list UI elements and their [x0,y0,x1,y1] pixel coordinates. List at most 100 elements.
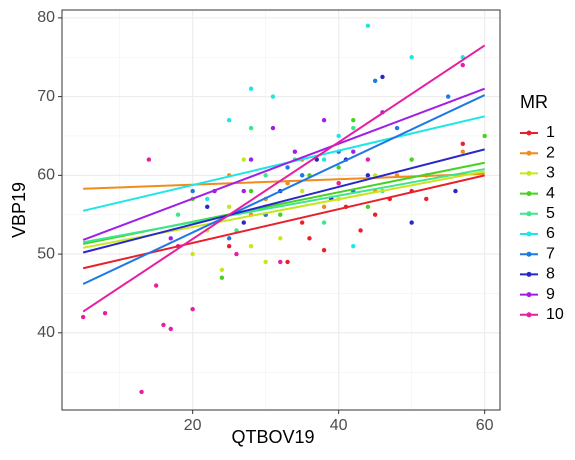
point [248,86,254,91]
legend-label: 8 [546,266,555,283]
point [321,157,327,162]
point [263,173,268,178]
point [153,283,159,288]
fit-line [82,44,486,313]
point [351,149,356,154]
x-axis-title: QTBOV19 [231,427,314,447]
point [365,173,371,178]
point [219,275,225,280]
legend-key-point [526,130,532,136]
legend-label: 1 [546,124,555,141]
legend-title: MR [520,92,548,112]
point [299,220,305,225]
point [248,244,254,249]
legend-key-point [526,271,532,277]
point [299,188,305,194]
point [278,259,283,265]
point [226,204,232,210]
point [270,94,276,99]
point [321,118,327,123]
point [336,133,341,139]
legend-key-point [526,231,532,237]
point [248,188,254,194]
y-tick-label: 50 [37,245,55,262]
legend-label: 4 [546,185,555,202]
point [292,149,298,154]
point [168,326,173,332]
point [226,118,232,123]
point [205,196,210,202]
legend-key-point [526,170,532,176]
point [285,165,290,170]
point [190,307,195,312]
point [394,125,400,131]
y-tick-label: 70 [37,88,55,105]
legend-label: 2 [546,144,555,161]
fit-line [82,148,485,254]
point [365,23,371,28]
point [321,204,327,210]
point [453,188,458,194]
point [241,220,246,225]
x-tick-label: 40 [330,417,348,434]
y-axis-title: VBP19 [9,182,29,238]
y-tick-label: 80 [37,9,55,26]
point [307,236,312,241]
point [190,188,195,194]
point [321,247,327,253]
point [299,173,305,178]
y-tick-label: 60 [37,167,55,184]
legend-label: 6 [546,225,555,242]
point [358,228,363,233]
point [351,118,356,123]
point [270,125,276,131]
legend-label: 10 [546,306,564,323]
point [80,314,86,320]
legend-key-point [526,292,532,298]
point [460,62,465,68]
point [241,157,246,162]
point [205,204,210,210]
point [409,157,414,162]
point [263,259,268,265]
x-tick-label: 20 [184,417,202,434]
legend-key-point [526,251,532,257]
fit-line [82,94,486,285]
point [139,389,144,395]
point [445,94,451,99]
legend-key-point [526,150,532,156]
point [460,149,465,154]
point [351,125,356,131]
point [161,322,166,328]
point [248,157,254,162]
point [234,251,239,257]
legend-key-point [526,191,532,197]
legend-label: 7 [546,245,555,262]
point [226,236,232,241]
legend-label: 5 [546,205,555,222]
point [278,236,283,241]
point [460,141,465,147]
point [482,133,487,139]
fit-line [82,87,486,241]
point [409,220,414,225]
point [424,196,429,202]
point [226,244,232,249]
point [146,157,152,162]
point [372,212,378,217]
point [278,212,283,217]
point [365,157,371,162]
legend-label: 3 [546,165,555,182]
y-tick-label: 40 [37,324,55,341]
point [241,188,246,194]
point [336,181,341,186]
point [285,259,290,265]
panel-border [61,9,501,411]
point [175,212,181,217]
point [190,251,195,257]
point [336,165,341,170]
point [248,125,254,131]
fit-line [82,168,485,244]
